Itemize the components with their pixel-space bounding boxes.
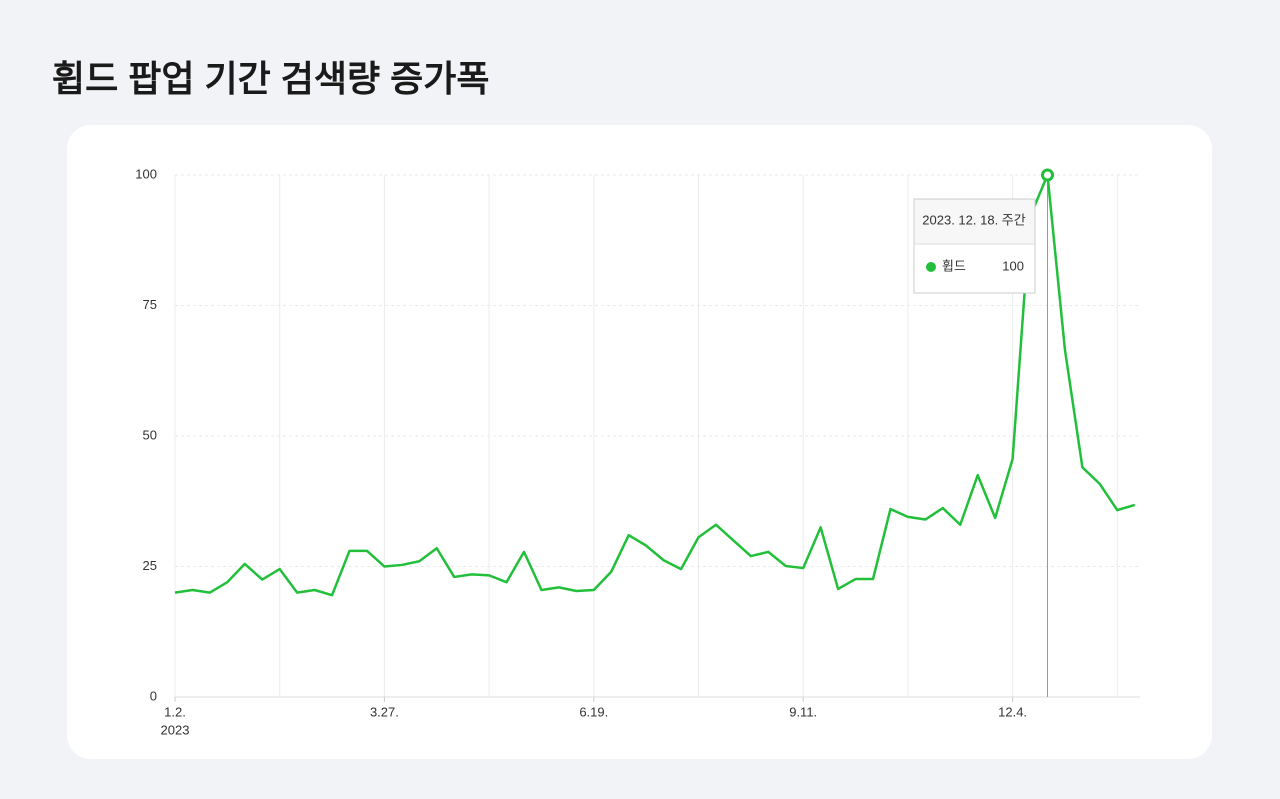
x-tick-label: 12.4. xyxy=(998,704,1027,719)
x-tick-label: 6.19. xyxy=(579,704,608,719)
y-tick-label: 75 xyxy=(143,297,157,312)
x-tick-label: 9.11. xyxy=(789,704,817,719)
y-tick-label: 100 xyxy=(135,166,157,181)
x-tick-label: 1.2. xyxy=(164,704,186,719)
x-year-label: 2023 xyxy=(161,722,190,737)
hover-point xyxy=(1041,168,1054,182)
page-title: 휩드 팝업 기간 검색량 증가폭 xyxy=(52,58,490,99)
tooltip-value: 100 xyxy=(1002,258,1024,273)
tooltip-series-name: 휩드 xyxy=(942,258,966,273)
series-line xyxy=(174,173,1136,597)
tooltip-title: 2023. 12. 18. 주간 xyxy=(922,212,1025,227)
y-tick-label: 50 xyxy=(143,427,157,442)
y-tick-label: 25 xyxy=(143,558,157,573)
tooltip-header xyxy=(914,199,1035,245)
tooltip-swatch xyxy=(926,262,936,272)
y-tick-label: 0 xyxy=(150,688,157,703)
x-tick-label: 3.27. xyxy=(370,704,399,719)
